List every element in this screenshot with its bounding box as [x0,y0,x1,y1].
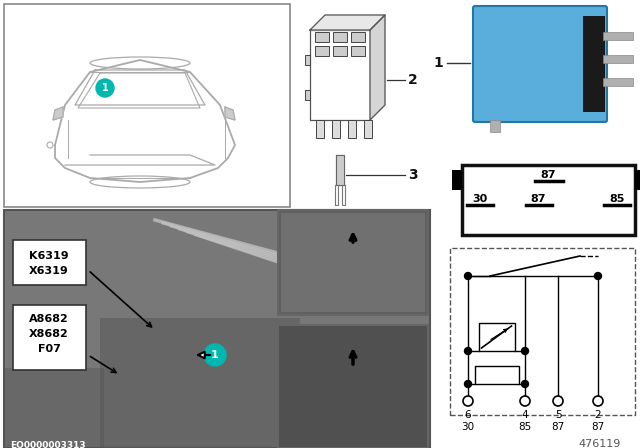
Bar [603,32,633,40]
Bar [479,323,515,351]
Bar [13,305,86,370]
Bar [281,213,425,312]
Circle shape [553,396,563,406]
Bar [635,170,640,190]
Bar [333,46,347,56]
Text: 2: 2 [595,410,602,420]
Text: 30: 30 [461,422,475,432]
Text: X6319: X6319 [29,266,69,276]
Text: 2: 2 [408,73,418,87]
Bar [4,210,430,448]
Bar [462,165,635,235]
Circle shape [465,272,472,280]
Text: 5: 5 [555,410,561,420]
Text: 4: 4 [522,410,528,420]
Circle shape [595,272,602,280]
Circle shape [96,79,114,97]
Text: 1: 1 [211,350,219,360]
Bar [474,366,518,384]
Bar [603,55,633,63]
Circle shape [593,396,603,406]
Bar [348,120,356,138]
Circle shape [520,396,530,406]
Circle shape [204,344,226,366]
Text: 87: 87 [591,422,605,432]
Text: 3: 3 [408,168,418,182]
Polygon shape [370,15,385,120]
Bar [351,46,365,56]
Bar [305,55,310,65]
Bar [315,46,329,56]
Text: 87: 87 [531,194,547,204]
Text: X8682: X8682 [29,329,69,339]
Text: 1: 1 [433,56,443,70]
Text: 85: 85 [609,194,625,204]
Text: 87: 87 [552,422,564,432]
Bar [4,368,104,448]
Polygon shape [53,107,63,120]
Circle shape [522,348,529,354]
Polygon shape [336,155,344,185]
FancyBboxPatch shape [473,6,607,122]
Bar [305,90,310,100]
Bar [100,318,300,448]
Bar [315,32,329,42]
Bar [4,4,290,207]
Bar [450,248,635,415]
Bar [470,3,640,125]
Bar [351,32,365,42]
Text: 87: 87 [541,170,556,180]
Text: 6: 6 [465,410,471,420]
Text: 476119: 476119 [579,439,621,448]
Text: 1: 1 [102,83,108,93]
Bar [364,120,372,138]
Circle shape [463,396,473,406]
Polygon shape [225,107,235,120]
Bar [13,240,86,285]
Text: EO0000003313: EO0000003313 [10,440,86,448]
Circle shape [465,348,472,354]
Bar [278,325,428,448]
Text: A8682: A8682 [29,314,69,324]
Bar [278,210,428,315]
Bar [583,16,605,112]
Bar [452,170,462,190]
Bar [490,120,500,132]
Bar [333,32,347,42]
Text: F07: F07 [38,344,60,354]
Text: 85: 85 [518,422,532,432]
Bar [332,120,340,138]
Circle shape [522,380,529,388]
Polygon shape [310,15,385,30]
Text: 30: 30 [472,194,488,204]
Bar [316,120,324,138]
Text: K6319: K6319 [29,251,69,261]
Bar [603,78,633,86]
Circle shape [465,380,472,388]
